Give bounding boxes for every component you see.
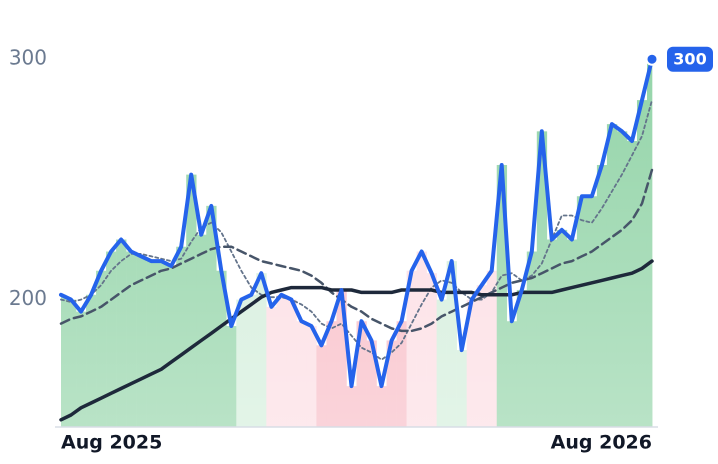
lines xyxy=(59,57,654,422)
long-average-line xyxy=(59,259,654,422)
last-value-label: 300 xyxy=(673,50,706,69)
last-value-badge xyxy=(667,46,713,72)
price-line xyxy=(59,57,654,389)
y-tick-label: 200 xyxy=(9,286,47,310)
y-tick-label: 300 xyxy=(9,46,47,70)
medium-average-line xyxy=(59,168,654,333)
last-point xyxy=(645,52,659,66)
x-tick-label: Aug 2025 xyxy=(61,432,162,454)
x-tick-label: Aug 2026 xyxy=(551,432,652,454)
